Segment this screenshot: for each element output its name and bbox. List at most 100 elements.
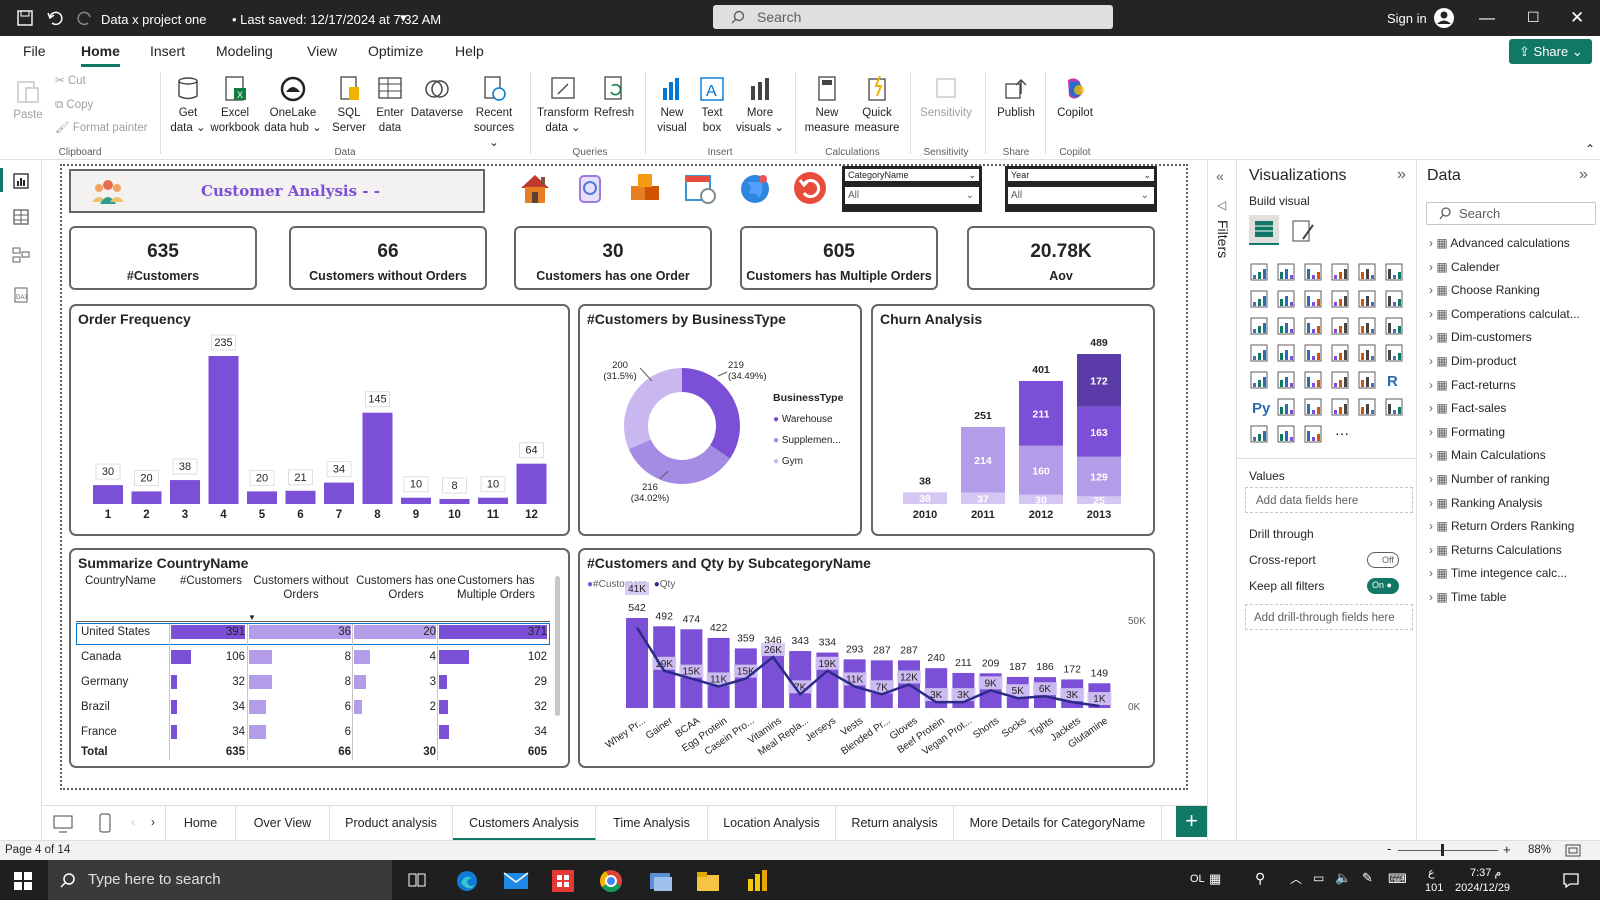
column-line-icon[interactable]: [1277, 317, 1295, 335]
zoom-in-icon[interactable]: +: [1503, 842, 1511, 857]
maximize-icon[interactable]: ☐: [1527, 9, 1540, 25]
business-type-chart[interactable]: #Customers by BusinessType 219 (34.49%) 21…: [578, 304, 862, 536]
chevron-up-icon[interactable]: ︿: [1290, 872, 1303, 886]
qa-icon[interactable]: [1331, 398, 1349, 416]
mail-icon[interactable]: [503, 870, 529, 892]
edge-browser-icon[interactable]: [455, 869, 479, 893]
clustered-column-icon[interactable]: [1331, 263, 1349, 281]
recent-sources-button[interactable]: Recent sources ⌄: [468, 74, 520, 151]
data-table-item[interactable]: › ▦ Number of ranking: [1429, 472, 1550, 486]
python-icon[interactable]: Py: [1252, 400, 1271, 417]
decomp-tree-icon[interactable]: [1304, 398, 1322, 416]
onelake-button[interactable]: OneLake data hub ⌄: [262, 74, 324, 136]
dataverse-button[interactable]: Dataverse: [408, 74, 466, 121]
language-indicator[interactable]: OL: [1190, 873, 1205, 885]
clock-date[interactable]: 2024/12/29: [1455, 882, 1511, 894]
donut-icon[interactable]: [1385, 317, 1403, 335]
menu-view[interactable]: View: [307, 43, 338, 59]
category-slicer-dropdown[interactable]: All ⌄: [845, 187, 979, 204]
combo-icon[interactable]: [1385, 290, 1403, 308]
data-table-item[interactable]: › ▦ Fact-sales: [1429, 401, 1506, 415]
sort-desc-icon[interactable]: ▼: [248, 613, 256, 622]
sign-in-link[interactable]: Sign in: [1387, 11, 1427, 26]
mobile-layout-icon[interactable]: [97, 812, 113, 834]
chevron-down-icon[interactable]: ▾: [400, 10, 407, 25]
line-icon[interactable]: [1250, 290, 1268, 308]
report-view-icon[interactable]: [12, 172, 30, 190]
table-scrollbar[interactable]: [555, 576, 560, 716]
tab-time-analysis[interactable]: Time Analysis: [596, 806, 708, 841]
boxes-nav-icon[interactable]: [627, 170, 663, 206]
build-visual-tab[interactable]: [1249, 215, 1279, 245]
task-view-icon[interactable]: [408, 872, 426, 888]
legend-item-warehouse[interactable]: ● Warehouse: [773, 414, 833, 425]
tab-scroll-left-icon[interactable]: ‹: [131, 815, 135, 829]
drill-through-drop-zone[interactable]: Add drill-through fields here: [1245, 604, 1413, 630]
country-summary-table[interactable]: Summarize CountryName CountryName #Custom…: [69, 548, 570, 768]
share-button[interactable]: ⇪ Share ⌄: [1509, 39, 1592, 64]
column-header[interactable]: CountryName: [85, 575, 156, 587]
tab-customers-analysis[interactable]: Customers Analysis: [453, 806, 596, 841]
kpi-card-one-order[interactable]: 30 Customers has one Order: [514, 226, 712, 290]
waterfall-icon[interactable]: [1358, 290, 1376, 308]
data-table-item[interactable]: › ▦ Main Calculations: [1429, 448, 1546, 462]
map-icon[interactable]: [1277, 344, 1295, 362]
slicer-icon[interactable]: [1304, 371, 1322, 389]
azure-map-icon[interactable]: [1331, 344, 1349, 362]
data-table-item[interactable]: › ▦ Comperations calculat...: [1429, 307, 1580, 321]
cross-report-toggle[interactable]: Off: [1367, 552, 1399, 568]
menu-optimize[interactable]: Optimize: [368, 43, 424, 59]
volume-icon[interactable]: 🔈: [1335, 870, 1352, 885]
table-row[interactable]: [76, 623, 550, 645]
keyboard-layout[interactable]: ع: [1428, 867, 1435, 879]
copilot-button[interactable]: Copilot: [1050, 74, 1100, 121]
notifications-icon[interactable]: [1562, 871, 1580, 889]
publish-button[interactable]: Publish: [992, 74, 1040, 121]
power-bi-icon[interactable]: [745, 869, 771, 893]
data-table-item[interactable]: › ▦ Fact-returns: [1429, 378, 1516, 392]
kpi-card-without-orders[interactable]: 66 Customers without Orders: [289, 226, 487, 290]
data-table-item[interactable]: › ▦ Dim-customers: [1429, 330, 1532, 344]
data-table-item[interactable]: › ▦ Choose Ranking: [1429, 283, 1540, 297]
zoom-slider[interactable]: [1398, 850, 1498, 851]
funnel-icon[interactable]: [1304, 317, 1322, 335]
area-icon[interactable]: [1277, 290, 1295, 308]
chevron-right-icon[interactable]: ›: [1429, 259, 1437, 274]
fit-to-page-icon[interactable]: [1565, 844, 1581, 857]
chevron-right-icon[interactable]: ›: [1429, 495, 1437, 510]
stacked-bar-icon[interactable]: [1250, 263, 1268, 281]
expand-icon[interactable]: »: [1397, 166, 1406, 183]
chevron-left-icon[interactable]: «: [1216, 168, 1224, 184]
format-visual-icon[interactable]: [1289, 217, 1317, 245]
redo-icon[interactable]: [76, 9, 94, 27]
people-icon[interactable]: ⚲: [1255, 870, 1266, 886]
year-slicer-dropdown[interactable]: All ⌄: [1008, 187, 1154, 204]
tab-product-analysis[interactable]: Product analysis: [330, 806, 453, 841]
zoom-slider-thumb[interactable]: [1441, 844, 1444, 856]
gauge-icon[interactable]: [1358, 344, 1376, 362]
data-search-input[interactable]: Search: [1426, 202, 1596, 225]
legend-label-qty[interactable]: Qty: [659, 579, 676, 590]
get-data-button[interactable]: Get data ⌄: [166, 74, 210, 136]
chevron-right-icon[interactable]: ›: [1429, 236, 1437, 250]
home-nav-icon[interactable]: [517, 170, 553, 206]
clock-time[interactable]: 7:37 م: [1470, 867, 1502, 879]
chevron-right-icon[interactable]: ›: [1429, 424, 1437, 439]
dax-query-icon[interactable]: DAX: [12, 286, 30, 304]
battery-icon[interactable]: ▭: [1313, 871, 1325, 885]
tab-location-analysis[interactable]: Location Analysis: [708, 806, 836, 841]
taskbar-search-input[interactable]: Type here to search: [48, 860, 392, 900]
data-table-item[interactable]: › ▦ Dim-product: [1429, 354, 1516, 368]
data-table-item[interactable]: › ▦ Advanced calculations: [1429, 236, 1570, 250]
chevron-right-icon[interactable]: ›: [1429, 354, 1437, 368]
chevron-right-icon[interactable]: ›: [1429, 590, 1437, 604]
touch-keyboard-icon[interactable]: ⌨: [1388, 871, 1407, 886]
more-visuals-button[interactable]: More visuals ⌄: [734, 74, 786, 136]
clustered-bar-icon[interactable]: [1304, 263, 1322, 281]
filters-label[interactable]: Filters: [1215, 220, 1231, 259]
enter-data-button[interactable]: Enter data: [372, 74, 408, 136]
app-icon[interactable]: [648, 869, 674, 893]
menu-home[interactable]: Home: [81, 43, 120, 67]
refresh-button[interactable]: Refresh: [592, 74, 636, 121]
model-view-icon[interactable]: [12, 246, 30, 264]
